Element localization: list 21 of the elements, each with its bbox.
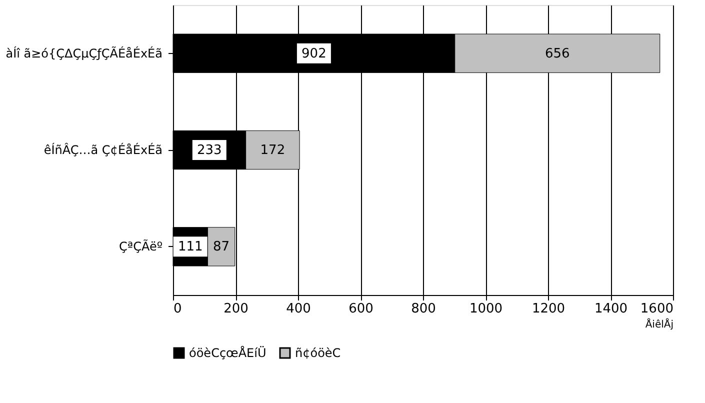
data-label: 87: [213, 240, 230, 255]
y-tick-label: êÍñÂÇ…ã Ç¢ÉåÉxÉã: [44, 142, 162, 157]
x-tick-label: 600: [348, 302, 374, 316]
x-tick-label: 0: [174, 302, 182, 316]
data-label: 233: [196, 143, 222, 158]
legend-label: óöèCçœÅEíÜ: [189, 345, 266, 360]
x-tick-label: 1000: [469, 302, 503, 316]
x-tick-label: 800: [411, 302, 436, 316]
x-axis-title: ÅiêlÅj: [645, 318, 674, 330]
x-tick-label: 1400: [594, 302, 628, 316]
data-label: 111: [178, 240, 203, 255]
x-tick-label: 200: [224, 302, 248, 316]
y-tick-label: ÇªÇÃëº: [119, 238, 163, 254]
legend-label: ñ¢óöèC: [295, 346, 341, 360]
y-tick-label: àÍî ã≥ó{ÇΔÇµÇƒÇÃÉåÉxÉã: [6, 45, 162, 60]
x-tick-label: 1200: [532, 302, 566, 316]
data-label: 172: [260, 143, 286, 158]
data-label: 902: [302, 46, 326, 62]
x-tick-label: 400: [286, 302, 311, 316]
x-tick-label: 1600: [640, 302, 674, 316]
data-label: 656: [544, 46, 570, 62]
